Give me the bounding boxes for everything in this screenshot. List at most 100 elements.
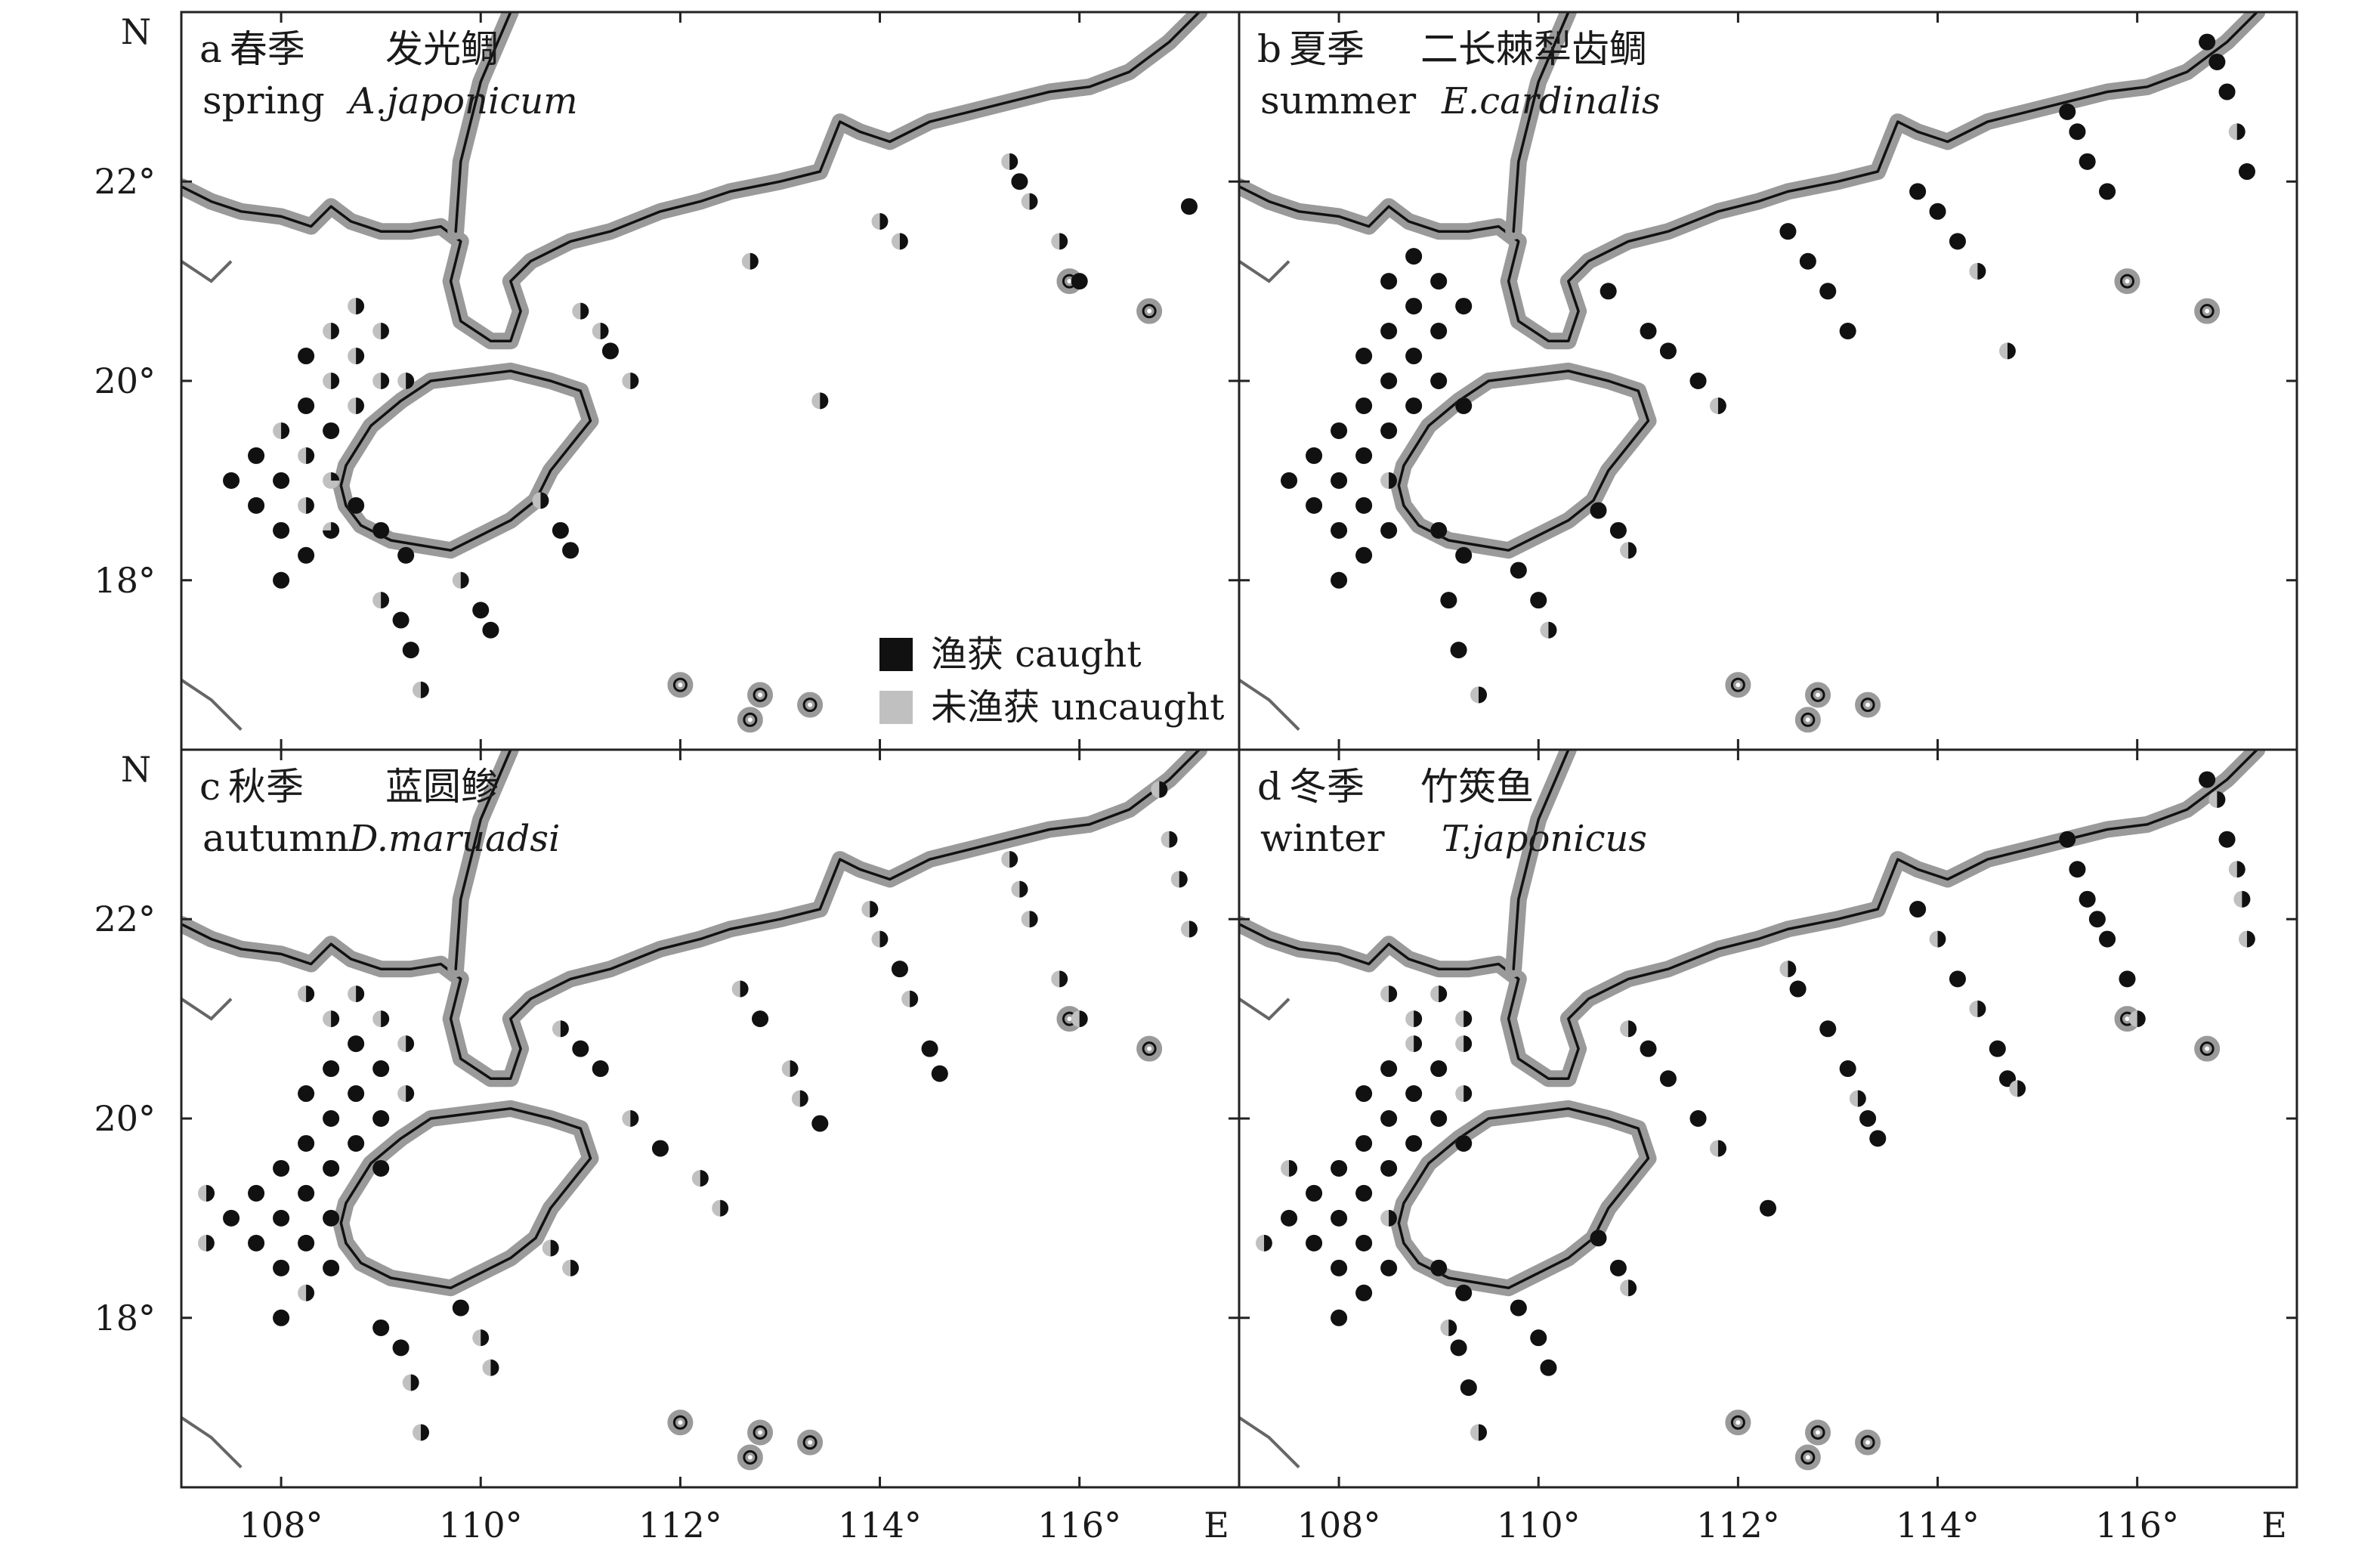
- station-marker: [1620, 1020, 1637, 1038]
- station-caught-part: [1450, 642, 1467, 659]
- station-caught-part: [1405, 1085, 1423, 1103]
- station-marker: [1640, 323, 1657, 340]
- station-marker: [2233, 890, 2251, 908]
- station-caught-part: [406, 373, 415, 389]
- station-marker: [622, 1110, 639, 1127]
- station-caught-part: [879, 930, 889, 948]
- station-caught-part: [1019, 880, 1028, 898]
- station-caught-part: [2069, 861, 2086, 878]
- station-marker: [1380, 1159, 1398, 1177]
- station-caught-part: [879, 212, 889, 230]
- station-marker: [348, 348, 365, 365]
- station-marker: [1071, 273, 1088, 290]
- station-caught-part: [323, 1259, 340, 1276]
- station-caught-part: [560, 1020, 569, 1038]
- station-marker: [273, 571, 290, 589]
- station-caught-part: [1380, 1110, 1398, 1127]
- station-caught-part: [562, 542, 580, 559]
- station-marker: [397, 1035, 415, 1053]
- station-marker: [298, 348, 315, 365]
- station-caught-part: [1355, 1085, 1373, 1103]
- map-panel-b: [1239, 12, 2266, 733]
- station-caught-part: [1355, 397, 1373, 414]
- hainan-island-outline: [1397, 370, 1650, 552]
- station-caught-part: [306, 447, 315, 464]
- station-caught-part: [2238, 163, 2255, 181]
- station-marker: [752, 1010, 769, 1028]
- small-island-halo: [1855, 1429, 1881, 1456]
- station-marker: [1170, 871, 1188, 888]
- station-marker: [1331, 521, 1348, 539]
- station-caught-part: [799, 1090, 808, 1107]
- station-marker: [397, 373, 415, 389]
- station-marker: [1071, 1010, 1088, 1028]
- station-caught-part: [1779, 223, 1797, 240]
- station-marker: [1929, 930, 1946, 948]
- station-caught-part: [1405, 298, 1423, 315]
- station-caught-part: [552, 521, 569, 539]
- station-marker: [1281, 1209, 1298, 1227]
- station-caught-part: [1460, 1379, 1477, 1397]
- station-marker: [2238, 930, 2255, 948]
- station-caught-part: [1640, 323, 1657, 340]
- coastline: [1512, 12, 1570, 233]
- station-caught-part: [899, 233, 908, 250]
- station-caught-part: [1717, 1140, 1726, 1157]
- station-marker: [248, 447, 265, 464]
- station-caught-part: [1760, 1199, 1776, 1217]
- station-marker: [1380, 273, 1398, 290]
- panel-fish-cn: 二长棘犁齿鲷: [1420, 27, 1647, 71]
- station-caught-part: [1717, 397, 1726, 414]
- station-caught-part: [1819, 1020, 1837, 1038]
- station-caught-part: [323, 422, 340, 439]
- station-marker: [1051, 970, 1068, 988]
- coastline-halo: [181, 12, 1208, 350]
- station-caught-part: [1355, 1234, 1373, 1252]
- station-caught-part: [2119, 970, 2136, 988]
- station-marker: [1405, 1035, 1423, 1053]
- station-marker: [1455, 397, 1473, 414]
- station-marker: [1355, 397, 1373, 414]
- station-caught-part: [1949, 970, 1966, 988]
- station-marker: [1021, 193, 1038, 210]
- coastline: [1512, 750, 1570, 970]
- station-marker: [323, 1060, 340, 1078]
- station-caught-part: [2217, 791, 2226, 808]
- station-marker: [1355, 447, 1373, 464]
- station-caught-part: [2079, 890, 2096, 908]
- small-island-halo: [797, 692, 824, 718]
- coastline: [181, 750, 1201, 1080]
- station-caught-part: [2208, 53, 2226, 70]
- small-island-halo: [737, 707, 763, 733]
- station-marker: [223, 472, 240, 489]
- station-caught-part: [1169, 831, 1178, 848]
- station-marker: [622, 372, 639, 389]
- station-marker: [1839, 1060, 1856, 1078]
- station-caught-part: [2242, 890, 2251, 908]
- station-marker: [811, 392, 829, 410]
- station-marker: [2218, 831, 2236, 848]
- station-marker: [1779, 223, 1797, 240]
- station-marker: [781, 1060, 799, 1078]
- station-marker: [1819, 1020, 1837, 1038]
- station-caught-part: [1430, 1259, 1448, 1276]
- station-caught-part: [580, 302, 589, 320]
- station-caught-part: [1355, 497, 1373, 514]
- station-caught-part: [206, 1184, 215, 1202]
- station-caught-part: [1029, 193, 1038, 210]
- station-caught-part: [1839, 1060, 1856, 1078]
- station-caught-part: [406, 1035, 415, 1053]
- station-caught-part: [1439, 985, 1448, 1003]
- station-caught-part: [1331, 1209, 1348, 1227]
- station-caught-part: [298, 546, 315, 564]
- station-caught-part: [273, 521, 290, 539]
- small-island: [753, 687, 768, 702]
- map-panel-a: [181, 12, 1208, 733]
- station-caught-part: [1405, 348, 1423, 365]
- station-marker: [2199, 33, 2216, 51]
- station-caught-part: [372, 1159, 390, 1177]
- lon-tick-label: 108°: [240, 1505, 323, 1545]
- small-island: [672, 1415, 688, 1430]
- station-marker: [1455, 1284, 1473, 1301]
- panel-letter: d: [1257, 765, 1281, 809]
